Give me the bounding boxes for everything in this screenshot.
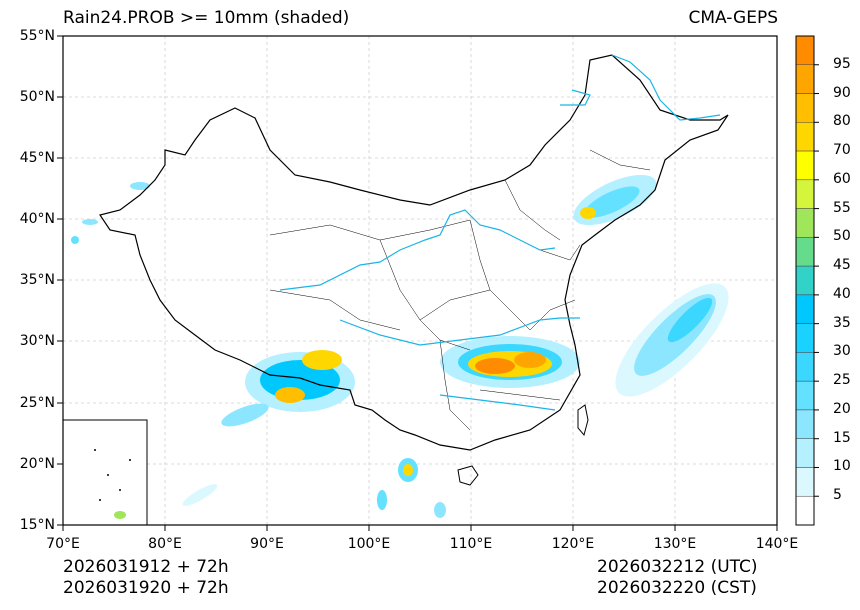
country-boundary [99, 54, 729, 451]
colorbar-swatch [795, 265, 815, 296]
valid-time-cst: 2026032220 (CST) [597, 578, 757, 598]
colorbar-level-label: 55 [833, 199, 851, 216]
colorbar-level-label: 20 [833, 400, 851, 417]
colorbar-swatch [795, 122, 815, 152]
lat-label-35: 35°N [19, 272, 55, 288]
colorbar-level-label: 95 [833, 55, 851, 72]
colorbar-swatch [795, 495, 815, 526]
lon-label-130: 130°E [653, 536, 697, 552]
colorbar-swatch [795, 409, 815, 439]
colorbar-level-label: 60 [833, 170, 851, 187]
lon-label-110: 110°E [449, 536, 493, 552]
colorbar-swatch [795, 294, 815, 324]
colorbar-swatch [795, 150, 815, 181]
lat-label-25: 25°N [19, 395, 55, 411]
colorbar-level-label: 80 [833, 113, 851, 130]
axis-ticks [57, 35, 778, 531]
map-title: Rain24.PROB >= 10mm (shaded) [63, 8, 350, 28]
inset-map [62, 419, 148, 526]
colorbar-level-label: 30 [833, 343, 851, 360]
colorbar-level-label: 25 [833, 372, 851, 389]
lat-label-15: 15°N [19, 517, 55, 533]
province-borders [269, 149, 651, 431]
valid-time-utc: 2026032212 (UTC) [597, 557, 758, 577]
colorbar-swatch [795, 237, 815, 267]
lat-label-50: 50°N [19, 89, 55, 105]
rivers [279, 54, 721, 411]
colorbar-swatch [795, 438, 815, 468]
lon-label-70: 70°E [46, 536, 80, 552]
lat-label-30: 30°N [19, 333, 55, 349]
colorbar-swatch [795, 208, 815, 238]
init-time-cst: 2026031920 + 72h [63, 578, 229, 598]
colorbar-swatch [795, 323, 815, 353]
init-time-utc: 2026031912 + 72h [63, 557, 229, 577]
colorbar-swatch [795, 64, 815, 94]
colorbar-level-label: 50 [833, 228, 851, 245]
colorbar-level-label: 35 [833, 314, 851, 331]
colorbar [795, 35, 819, 526]
colorbar-level-label: 10 [833, 458, 851, 475]
lon-label-100: 100°E [347, 536, 391, 552]
colorbar-swatch [795, 35, 815, 66]
lat-label-45: 45°N [19, 150, 55, 166]
colorbar-swatch [795, 467, 815, 497]
hainan-outline [457, 465, 479, 486]
colorbar-level-label: 5 [833, 487, 842, 504]
colorbar-swatch [795, 352, 815, 382]
colorbar-level-label: 40 [833, 285, 851, 302]
colorbar-swatch [795, 179, 815, 209]
colorbar-level-label: 90 [833, 84, 851, 101]
colorbar-level-label: 70 [833, 142, 851, 159]
lat-label-20: 20°N [19, 456, 55, 472]
precip-shading [71, 174, 729, 518]
colorbar-level-label: 15 [833, 429, 851, 446]
lat-label-55: 55°N [19, 28, 55, 44]
colorbar-swatch [795, 93, 815, 123]
lon-label-80: 80°E [148, 536, 182, 552]
model-name: CMA-GEPS [688, 8, 778, 28]
taiwan-outline [577, 404, 589, 437]
lon-label-120: 120°E [551, 536, 595, 552]
colorbar-level-label: 45 [833, 257, 851, 274]
lat-label-40: 40°N [19, 211, 55, 227]
colorbar-swatch [795, 380, 815, 411]
lon-label-90: 90°E [250, 536, 284, 552]
lon-label-140: 140°E [755, 536, 799, 552]
